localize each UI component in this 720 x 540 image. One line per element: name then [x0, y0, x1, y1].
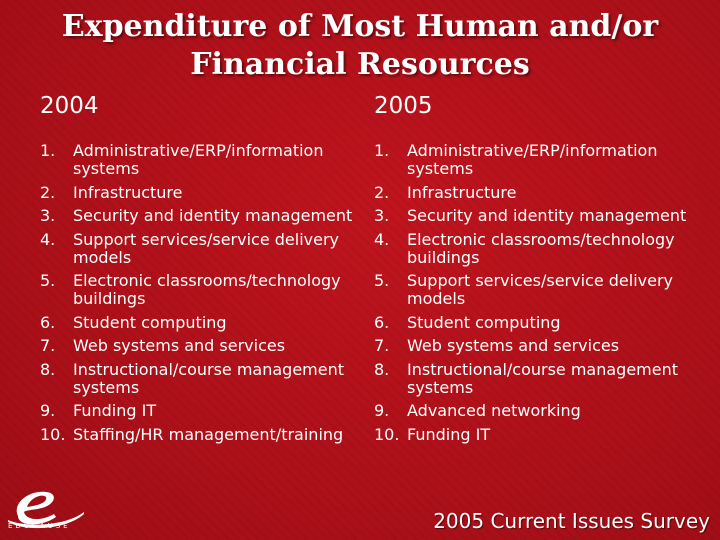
list-item: 5. Electronic classrooms/technology build… [40, 272, 355, 308]
item-text: Support services/service delivery models [73, 229, 340, 267]
survey-label: 2005 Current Issues Survey [433, 509, 710, 533]
item-text: Infrastructure [407, 182, 517, 202]
item-number: 6. [40, 312, 56, 332]
item-number: 5. [374, 271, 390, 290]
item-text: Web systems and services [73, 336, 286, 355]
item-text: Funding IT [407, 424, 491, 444]
item-text: Security and identity management [73, 206, 353, 225]
educause-e-icon [8, 491, 84, 529]
list-item: 7. Web systems and services [40, 337, 355, 355]
slide-title: Expenditure of Most Human and/or Financi… [0, 8, 720, 84]
title-line-1: Expenditure of Most Human and/or [61, 9, 659, 44]
ranked-list-2005: 1. Administrative/ERP/information systems… [374, 142, 704, 444]
item-number: 8. [374, 359, 390, 379]
item-text: Administrative/ERP/information systems [73, 141, 324, 178]
item-number: 1. [40, 141, 56, 160]
list-item: 6. Student computing [374, 312, 704, 332]
list-item: 4. Electronic classrooms/technology build… [374, 229, 704, 267]
item-number: 3. [40, 206, 56, 225]
item-number: 9. [374, 401, 390, 420]
list-item: 10. Funding IT [374, 424, 704, 444]
list-item: 1. Administrative/ERP/information systems [40, 142, 355, 178]
item-number: 7. [40, 336, 56, 355]
item-number: 10. [374, 424, 400, 444]
item-text: Instructional/course management systems [73, 359, 345, 397]
list-item: 2. Infrastructure [40, 182, 355, 202]
list-item: 2. Infrastructure [374, 182, 704, 202]
year-heading-2004: 2004 [40, 93, 99, 119]
item-number: 5. [40, 271, 56, 290]
list-item: 7. Web systems and services [374, 337, 704, 355]
item-number: 4. [40, 229, 56, 249]
item-text: Funding IT [73, 401, 157, 420]
item-text: Instructional/course management systems [407, 359, 679, 397]
item-number: 2. [40, 182, 56, 202]
list-item: 3. Security and identity management [40, 207, 355, 225]
item-text: Web systems and services [407, 336, 620, 355]
item-text: Student computing [73, 312, 227, 332]
item-text: Support services/service delivery models [407, 271, 674, 308]
item-text: Electronic classrooms/technology buildin… [73, 271, 341, 308]
title-line-2: Financial Resources [190, 47, 530, 82]
item-number: 2. [374, 182, 390, 202]
list-item: 8. Instructional/course management system… [40, 359, 355, 397]
item-text: Student computing [407, 312, 561, 332]
item-text: Staffing/HR management/training [73, 424, 344, 444]
list-item: 8. Instructional/course management system… [374, 359, 704, 397]
item-text: Security and identity management [407, 206, 687, 225]
list-item: 3. Security and identity management [374, 207, 704, 225]
list-item: 1. Administrative/ERP/information systems [374, 142, 704, 178]
item-number: 3. [374, 206, 390, 225]
year-heading-2005: 2005 [374, 93, 433, 119]
educause-logo-text: EDUCAUSE [8, 522, 71, 530]
item-text: Electronic classrooms/technology buildin… [407, 229, 675, 267]
list-item: 5. Support services/service delivery mode… [374, 272, 704, 308]
column-2005: 2005 1. Administrative/ERP/information sy… [374, 92, 704, 449]
item-number: 8. [40, 359, 56, 379]
item-text: Infrastructure [73, 182, 183, 202]
column-2004: 2004 1. Administrative/ERP/information sy… [40, 92, 355, 449]
item-text: Administrative/ERP/information systems [407, 141, 658, 178]
item-number: 7. [374, 336, 390, 355]
list-item: 9. Funding IT [40, 402, 355, 420]
item-number: 6. [374, 312, 390, 332]
list-item: 4. Support services/service delivery mode… [40, 229, 355, 267]
item-number: 10. [40, 424, 66, 444]
list-item: 9. Advanced networking [374, 402, 704, 420]
list-item: 6. Student computing [40, 312, 355, 332]
ranked-list-2004: 1. Administrative/ERP/information systems… [40, 142, 355, 444]
item-number: 9. [40, 401, 56, 420]
list-item: 10. Staffing/HR management/training [40, 424, 355, 444]
item-number: 1. [374, 141, 390, 160]
item-text: Advanced networking [407, 401, 581, 420]
item-number: 4. [374, 229, 390, 249]
